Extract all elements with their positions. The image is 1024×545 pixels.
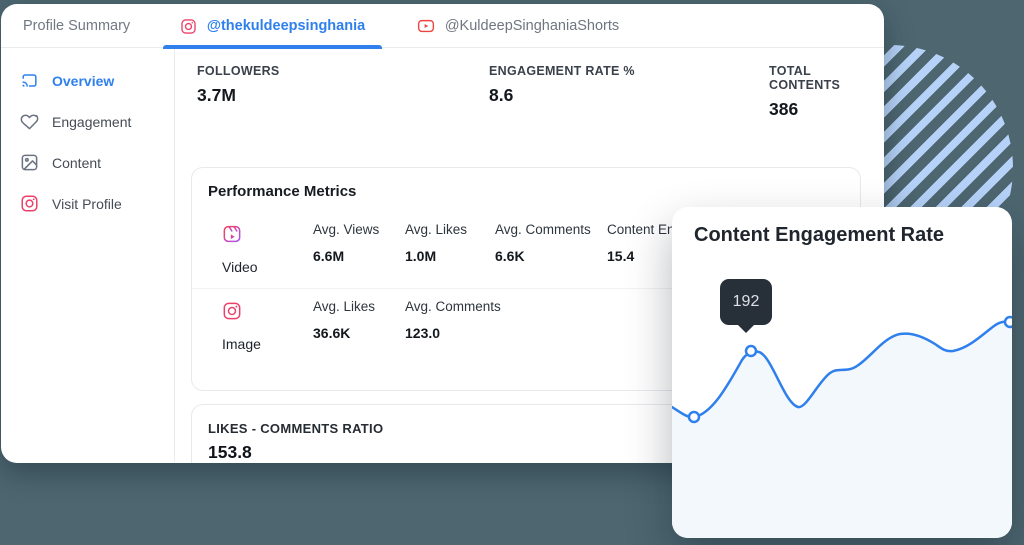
metric-label: Avg. Views (313, 222, 380, 237)
stat-value: 8.6 (489, 85, 514, 105)
chart-marker (687, 410, 701, 424)
screencast-icon (20, 71, 39, 90)
metric-value: 1.0M (405, 248, 437, 264)
profile-summary-title: Profile Summary (23, 18, 131, 34)
chart-tooltip-value: 192 (732, 293, 760, 310)
tab-label: @thekuldeepsinghania (206, 18, 366, 34)
engagement-line-chart (672, 315, 1012, 538)
chart-title: Content Engagement Rate (694, 224, 945, 246)
likes-ratio-label: LIKES - COMMENTS RATIO (208, 421, 384, 436)
instagram-icon (180, 18, 197, 35)
stat-label: TOTAL CONTENTS (769, 64, 841, 92)
content-type-label: Video (222, 259, 258, 275)
metric-label: Avg. Comments (405, 299, 501, 314)
sidebar-item-visit-profile[interactable]: Visit Profile (1, 183, 174, 224)
metric-value: 123.0 (405, 325, 441, 341)
chart-line (672, 320, 1012, 419)
sidebar-item-overview[interactable]: Overview (1, 60, 174, 101)
sidebar-item-content[interactable]: Content (1, 142, 174, 183)
stat-followers: FOLLOWERS 3.7M (197, 64, 280, 106)
chart-marker (1003, 315, 1012, 329)
content-type-cell: Video (222, 222, 313, 275)
chart-marker-highlighted (744, 344, 758, 358)
metric-value: 15.4 (607, 248, 635, 264)
metric-value: 6.6K (495, 248, 525, 264)
instagram-icon (222, 301, 242, 321)
metric-label: Avg. Likes (405, 222, 468, 237)
content-type-label: Image (222, 336, 261, 352)
tab-label: @KuldeepSinghaniaShorts (444, 18, 620, 34)
instagram-icon (20, 194, 39, 213)
metric-avg-likes: Avg. Likes 1.0M (405, 222, 495, 275)
metric-avg-comments: Avg. Comments 123.0 (405, 299, 501, 352)
stat-label: ENGAGEMENT RATE % (489, 64, 635, 78)
metric-avg-views: Avg. Views 6.6M (313, 222, 405, 275)
card-header: Profile Summary @thekuldeepsinghania (1, 4, 884, 49)
performance-metrics-title: Performance Metrics (208, 183, 357, 200)
content-engagement-rate-card: Content Engagement Rate 192 (672, 207, 1012, 538)
stat-engagement-rate: ENGAGEMENT RATE % 8.6 (489, 64, 635, 106)
metric-avg-likes: Avg. Likes 36.6K (313, 299, 405, 352)
sidebar-item-label: Engagement (52, 113, 132, 130)
tab-youtube-account[interactable]: @KuldeepSinghaniaShorts (403, 4, 633, 48)
chart-area-fill (672, 321, 1012, 538)
image-icon (20, 153, 39, 172)
youtube-icon (417, 17, 435, 35)
likes-ratio-value: 153.8 (208, 442, 252, 462)
reels-icon (222, 224, 242, 244)
metric-avg-comments: Avg. Comments 6.6K (495, 222, 607, 275)
metric-label: Avg. Comments (495, 222, 591, 237)
sidebar-item-label: Visit Profile (52, 195, 122, 212)
table-row-image: Image Avg. Likes 36.6K Avg. Comments 123… (192, 288, 860, 365)
sidebar-item-label: Overview (52, 72, 115, 89)
tab-instagram-account[interactable]: @thekuldeepsinghania (163, 4, 382, 49)
stat-total-contents: TOTAL CONTENTS 386 (769, 64, 884, 120)
stat-label: FOLLOWERS (197, 64, 280, 78)
sidebar-item-engagement[interactable]: Engagement (1, 101, 174, 142)
metric-label: Avg. Likes (313, 299, 376, 314)
stat-value: 386 (769, 99, 799, 119)
metric-value: 6.6M (313, 248, 345, 264)
metric-value: 36.6K (313, 325, 351, 341)
sidebar: Overview Engagement (1, 48, 175, 462)
chart-tooltip: 192 (720, 279, 772, 333)
heart-icon (20, 112, 39, 131)
content-type-cell: Image (222, 299, 313, 352)
stat-value: 3.7M (197, 85, 236, 105)
active-tab-underline (163, 45, 382, 49)
sidebar-item-label: Content (52, 154, 102, 171)
